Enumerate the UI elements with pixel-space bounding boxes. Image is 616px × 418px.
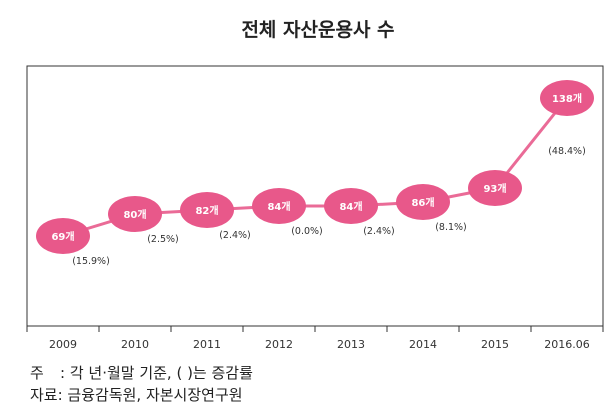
growth-label: (15.9%)	[72, 256, 110, 267]
growth-label: (48.4%)	[548, 146, 586, 157]
x-tick-label: 2016.06	[544, 338, 590, 351]
source-line: 자료: 금융감독원, 자본시장연구원	[30, 386, 243, 404]
data-value-label: 138개	[552, 92, 582, 105]
line-chart: 전체 자산운용사 수 (15.9%) (2.5%) (2.4%) (0.0%) (2.4…	[26, 19, 604, 351]
data-point-marker	[252, 188, 306, 224]
data-point-marker	[36, 218, 90, 254]
growth-label: (8.1%)	[435, 222, 467, 233]
marker-group: 69개 80개 82개 84개 84개 86개 93개 138개	[36, 80, 594, 254]
data-point-marker	[180, 192, 234, 228]
data-value-label: 84개	[267, 200, 290, 213]
growth-label: (2.4%)	[219, 230, 251, 241]
data-value-label: 80개	[123, 208, 146, 221]
data-value-label: 69개	[51, 230, 74, 243]
data-point-marker	[396, 184, 450, 220]
growth-label: (2.5%)	[147, 234, 179, 245]
x-tick-label: 2011	[193, 338, 221, 351]
data-point-marker	[468, 170, 522, 206]
data-value-label: 82개	[195, 204, 218, 217]
x-tick-label: 2009	[49, 338, 77, 351]
data-value-label: 84개	[339, 200, 362, 213]
x-tick-label: 2015	[481, 338, 509, 351]
growth-label: (0.0%)	[291, 226, 323, 237]
notes-section: 주 : 각 년·월말 기준, ( )는 증감률 자료: 금융감독원, 자본시장연구…	[30, 362, 253, 406]
x-axis: 2009 2010 2011 2012 2013 2014 2015 2016.06	[26, 326, 604, 351]
x-tick-label: 2014	[409, 338, 437, 351]
note-line: 주 : 각 년·월말 기준, ( )는 증감률	[30, 362, 253, 384]
x-tick-label: 2012	[265, 338, 293, 351]
chart-title: 전체 자산운용사 수	[241, 19, 394, 41]
data-point-marker	[540, 80, 594, 116]
x-tick-label: 2010	[121, 338, 149, 351]
growth-label: (2.4%)	[363, 226, 395, 237]
data-value-label: 93개	[483, 182, 506, 195]
data-point-marker	[108, 196, 162, 232]
growth-label-group: (15.9%) (2.5%) (2.4%) (0.0%) (2.4%) (8.1%) (48…	[72, 146, 586, 267]
data-value-label: 86개	[411, 196, 434, 209]
note-text: : 각 년·월말 기준, ( )는 증감률	[60, 364, 253, 382]
note-label: 주	[30, 364, 44, 382]
x-tick-label: 2013	[337, 338, 365, 351]
data-point-marker	[324, 188, 378, 224]
